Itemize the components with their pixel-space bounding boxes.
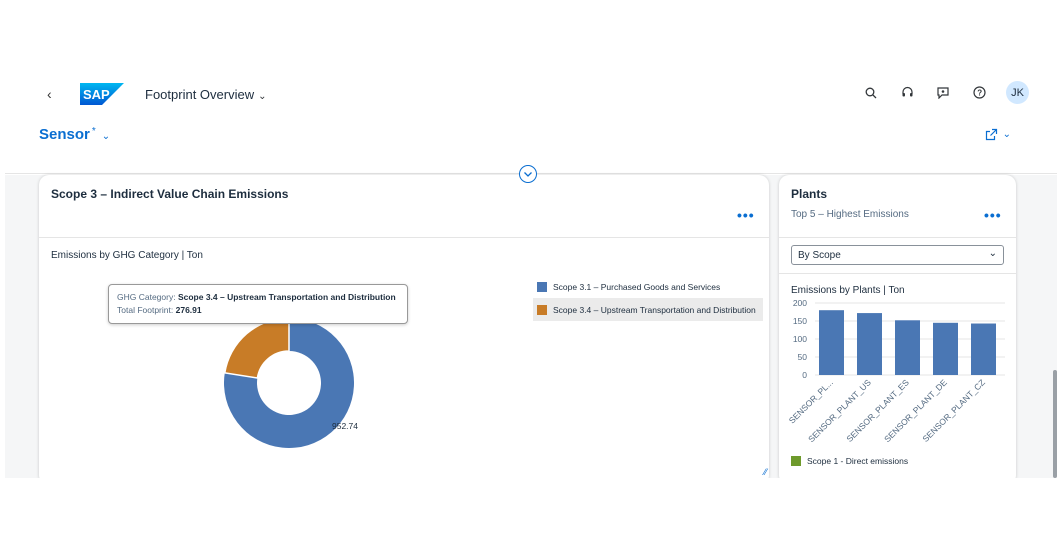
card-divider <box>39 237 769 238</box>
card-divider <box>779 237 1016 238</box>
tooltip-value: 276.91 <box>175 305 202 315</box>
card-divider <box>779 273 1016 274</box>
plants-card: Plants Top 5 – Highest Emissions ••• By … <box>779 175 1016 478</box>
more-options-icon[interactable]: ••• <box>984 207 1002 223</box>
shell-bar: ‹ SAP Footprint Overview ⌄ <box>5 80 1057 110</box>
legend-swatch <box>791 456 801 466</box>
y-tick-label: 200 <box>793 298 807 308</box>
content-area: Scope 3 – Indirect Value Chain Emissions… <box>5 175 1057 478</box>
chart-tooltip: GHG Category: Scope 3.4 – Upstream Trans… <box>108 284 408 324</box>
variant-management[interactable]: Sensor * ⌄ <box>39 126 110 143</box>
y-tick-label: 0 <box>802 370 807 380</box>
donut-chart[interactable] <box>189 315 449 475</box>
legend-item-scope-3-1[interactable]: Scope 3.1 – Purchased Goods and Services <box>533 275 763 298</box>
chevron-down-icon: ⌄ <box>101 131 111 142</box>
x-tick-label: SENSOR_PLANT_DE <box>882 377 949 444</box>
variant-title: Sensor <box>39 126 90 143</box>
y-tick-label: 100 <box>793 334 807 344</box>
headset-icon[interactable] <box>896 82 918 104</box>
card-title: Plants <box>791 187 828 201</box>
collapse-header-button[interactable] <box>519 165 537 183</box>
legend-swatch <box>537 304 547 315</box>
select-value: By Scope <box>798 249 841 261</box>
user-avatar[interactable]: JK <box>1006 81 1029 104</box>
scope3-card: Scope 3 – Indirect Value Chain Emissions… <box>39 175 769 478</box>
sap-logo-text: SAP <box>83 87 110 102</box>
scope-select[interactable]: By Scope ⌄ <box>791 245 1004 265</box>
bar[interactable] <box>895 320 920 375</box>
legend-label: Scope 3.4 – Upstream Transportation and … <box>553 304 756 315</box>
variant-modified-indicator: * <box>91 126 96 137</box>
chevron-down-icon: ⌄ <box>258 91 267 102</box>
chart-label: Emissions by Plants | Ton <box>791 285 905 296</box>
bar[interactable] <box>819 310 844 375</box>
donut-slice[interactable] <box>223 317 290 379</box>
page-header: Sensor * ⌄ ⌄ <box>5 110 1057 174</box>
card-title: Scope 3 – Indirect Value Chain Emissions <box>51 187 289 201</box>
vertical-scrollbar[interactable] <box>1053 370 1057 478</box>
export-icon <box>985 128 997 141</box>
x-tick-label: SENSOR_PLANT_ES <box>844 377 911 444</box>
plants-bar-chart[interactable]: 200150100500SENSOR_PL...SENSOR_PLANT_USS… <box>779 297 1016 457</box>
chevron-down-icon: ⌄ <box>988 248 997 259</box>
tooltip-key: GHG Category: <box>117 292 176 302</box>
feedback-icon[interactable] <box>932 82 954 104</box>
donut-legend: Scope 3.1 – Purchased Goods and Services… <box>533 275 763 321</box>
legend-label: Scope 3.1 – Purchased Goods and Services <box>553 281 721 292</box>
app-window: ‹ SAP Footprint Overview ⌄ <box>5 80 1057 478</box>
x-tick-label: SENSOR_PLANT_US <box>806 377 873 444</box>
help-icon[interactable]: ? <box>968 82 990 104</box>
data-label-scope-3-1: 952.74 <box>332 421 358 431</box>
chart-label: Emissions by GHG Category | Ton <box>51 250 203 261</box>
bar[interactable] <box>857 313 882 375</box>
collapse-header-icon <box>524 171 532 177</box>
resize-handle-icon[interactable]: ⁄⁄ <box>763 467 767 477</box>
svg-text:?: ? <box>977 89 982 98</box>
shell-actions: ? JK <box>860 81 1029 104</box>
sap-logo[interactable]: SAP <box>80 83 124 105</box>
chevron-down-icon: ⌄ <box>1002 129 1011 140</box>
legend-label: Scope 1 - Direct emissions <box>807 456 909 466</box>
search-icon[interactable] <box>860 82 882 104</box>
back-icon[interactable]: ‹ <box>47 86 52 102</box>
app-title: Footprint Overview <box>145 87 255 102</box>
tooltip-key: Total Footprint: <box>117 305 174 315</box>
donut-slice[interactable] <box>224 318 354 448</box>
bar[interactable] <box>971 323 996 375</box>
legend-swatch <box>537 281 547 292</box>
export-button[interactable]: ⌄ <box>985 128 1011 141</box>
more-options-icon[interactable]: ••• <box>737 207 755 223</box>
bar-legend[interactable]: Scope 1 - Direct emissions <box>791 456 908 466</box>
y-tick-label: 150 <box>793 316 807 326</box>
y-tick-label: 50 <box>798 352 808 362</box>
x-tick-label: SENSOR_PLANT_CZ <box>920 377 987 444</box>
card-subtitle: Top 5 – Highest Emissions <box>791 209 909 220</box>
bar[interactable] <box>933 322 958 375</box>
tooltip-value: Scope 3.4 – Upstream Transportation and … <box>177 292 396 302</box>
legend-item-scope-3-4[interactable]: Scope 3.4 – Upstream Transportation and … <box>533 298 763 321</box>
app-title-menu[interactable]: Footprint Overview ⌄ <box>145 87 266 102</box>
